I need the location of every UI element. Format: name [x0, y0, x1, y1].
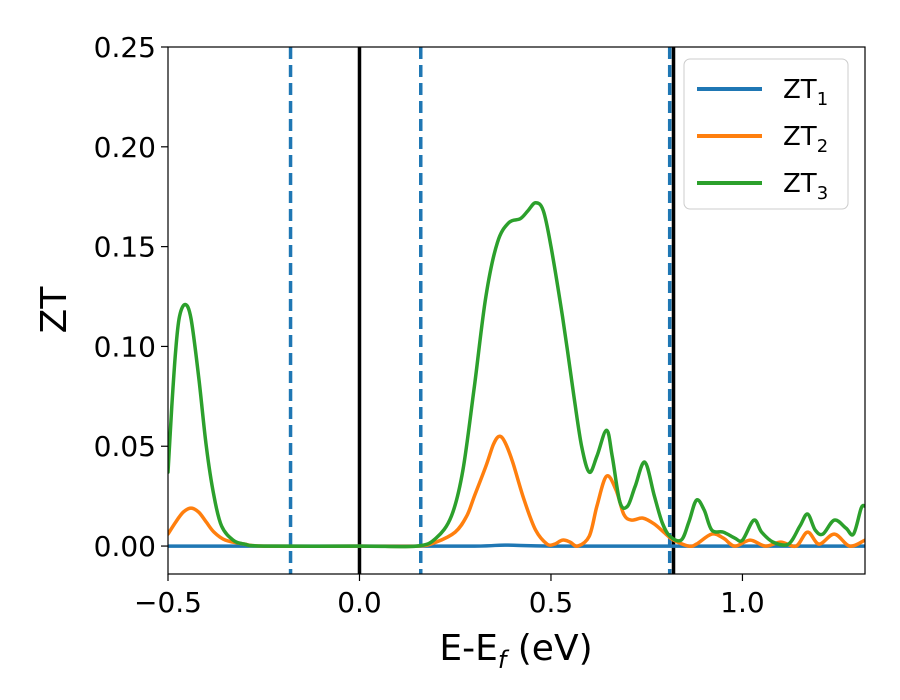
x-axis-ticks: −0.5 0.0 0.5 1.0 — [134, 574, 765, 619]
y-tick-label: 0.00 — [94, 530, 156, 563]
y-tick-label: 0.15 — [94, 231, 156, 264]
reference-lines — [288, 47, 676, 574]
legend-label-zt2: ZT2 — [783, 122, 828, 157]
y-tick-label: 0.10 — [94, 330, 156, 363]
x-tick-label: 1.0 — [720, 586, 765, 619]
x-axis-label: E-Ef (eV) — [439, 628, 592, 674]
y-tick-label: 0.25 — [94, 31, 156, 64]
x-tick-label: −0.5 — [134, 586, 202, 619]
y-axis-ticks: 0.00 0.05 0.10 0.15 0.20 0.25 — [94, 31, 168, 563]
x-tick-label: 0.0 — [337, 586, 382, 619]
plot-frame — [167, 46, 866, 575]
y-tick-label: 0.20 — [94, 131, 156, 164]
y-tick-label: 0.05 — [94, 430, 156, 463]
legend-label-zt3: ZT3 — [783, 169, 828, 204]
legend-label-zt1: ZT1 — [783, 75, 828, 110]
series-line-zt3 — [168, 200, 865, 549]
series-layer — [168, 200, 865, 549]
x-axis-label-unit: (eV) — [506, 628, 592, 669]
y-axis-label: ZT — [34, 286, 75, 334]
x-tick-label: 0.5 — [529, 586, 574, 619]
legend: ZT1 ZT2 ZT3 — [683, 58, 849, 210]
legend-box — [683, 58, 849, 210]
